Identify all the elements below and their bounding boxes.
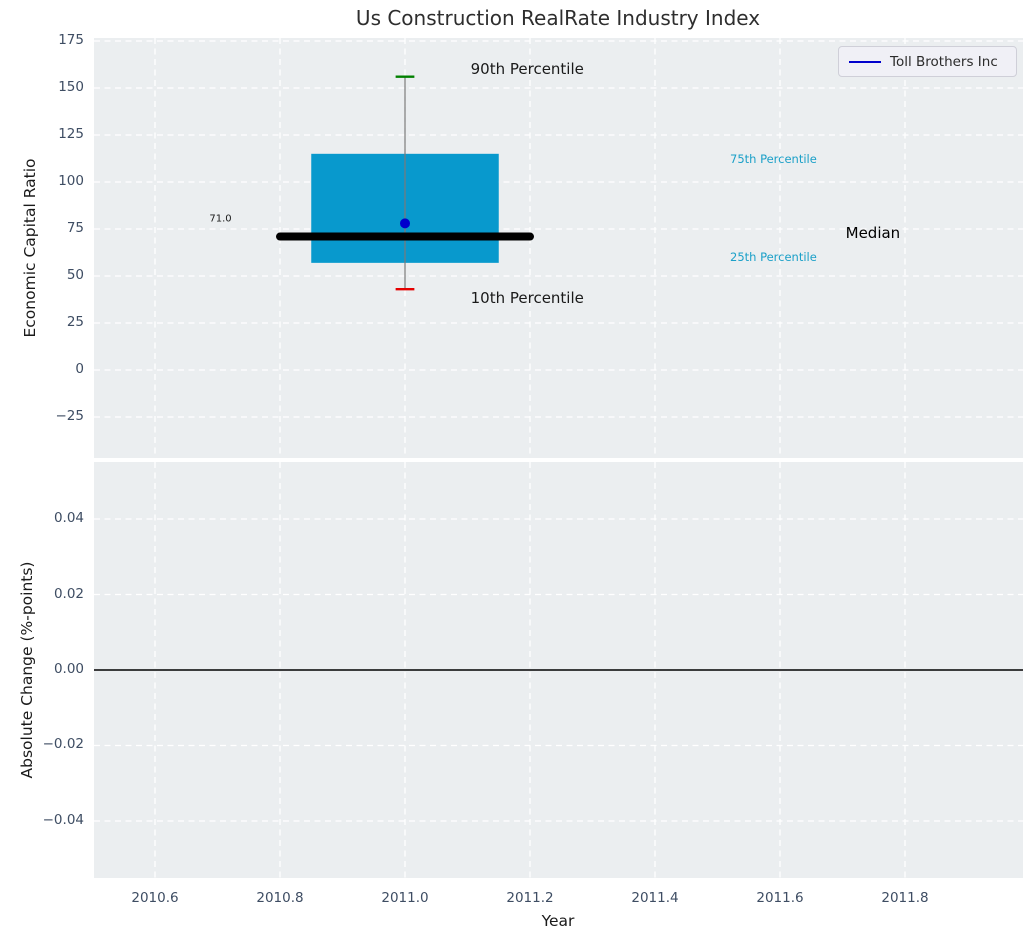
x-tick-label: 2011.2 [506, 890, 554, 906]
plot-area-economic-capital-ratio: 90th Percentile 10th Percentile 75th Perce… [94, 38, 1023, 458]
y-tick-label: −0.04 [42, 811, 84, 828]
x-tick-label: 2010.6 [131, 890, 179, 906]
y-tick-label: 0 [75, 361, 84, 377]
y-tick-label: 150 [58, 79, 84, 95]
annotation-25th-percentile: 25th Percentile [730, 250, 817, 265]
annotation-75th-percentile: 75th Percentile [730, 152, 817, 167]
y-tick-label: −0.02 [42, 736, 84, 753]
legend-label-toll-brothers: Toll Brothers Inc [890, 53, 998, 70]
company-data-point [400, 218, 410, 229]
y-tick-label: 100 [58, 173, 84, 189]
x-tick-label: 2011.8 [881, 890, 929, 906]
x-tick-label: 2011.4 [631, 890, 679, 906]
x-tick-label: 2011.6 [756, 890, 804, 906]
plot-svg-top [94, 38, 1023, 458]
x-tick-label: 2011.0 [381, 890, 429, 906]
annotation-10th-percentile: 10th Percentile [470, 288, 584, 307]
x-tick-label: 2010.8 [256, 890, 304, 906]
y-tick-label: 25 [66, 314, 84, 330]
x-axis-label: Year [541, 912, 575, 930]
y-tick-label: 75 [66, 220, 84, 236]
y-tick-label: 125 [58, 126, 84, 142]
annotation-90th-percentile: 90th Percentile [470, 60, 584, 79]
y-tick-label: 0.04 [53, 510, 84, 526]
y-tick-label: −25 [55, 408, 85, 424]
y-tick-label: 0.02 [53, 585, 84, 602]
annotation-median-value: 71.0 [209, 213, 232, 225]
plot-area-absolute-change [94, 462, 1023, 878]
y-tick-label: 175 [58, 32, 84, 48]
plot-svg-bottom [94, 462, 1023, 878]
y-tick-label: 50 [66, 267, 84, 283]
legend-line-toll-brothers [849, 60, 881, 63]
annotation-median: Median [845, 223, 901, 242]
y-tick-label: 0.00 [53, 661, 84, 677]
chart-title: Us Construction RealRate Industry Index [355, 6, 761, 30]
legend: Toll Brothers Inc [838, 46, 1017, 77]
